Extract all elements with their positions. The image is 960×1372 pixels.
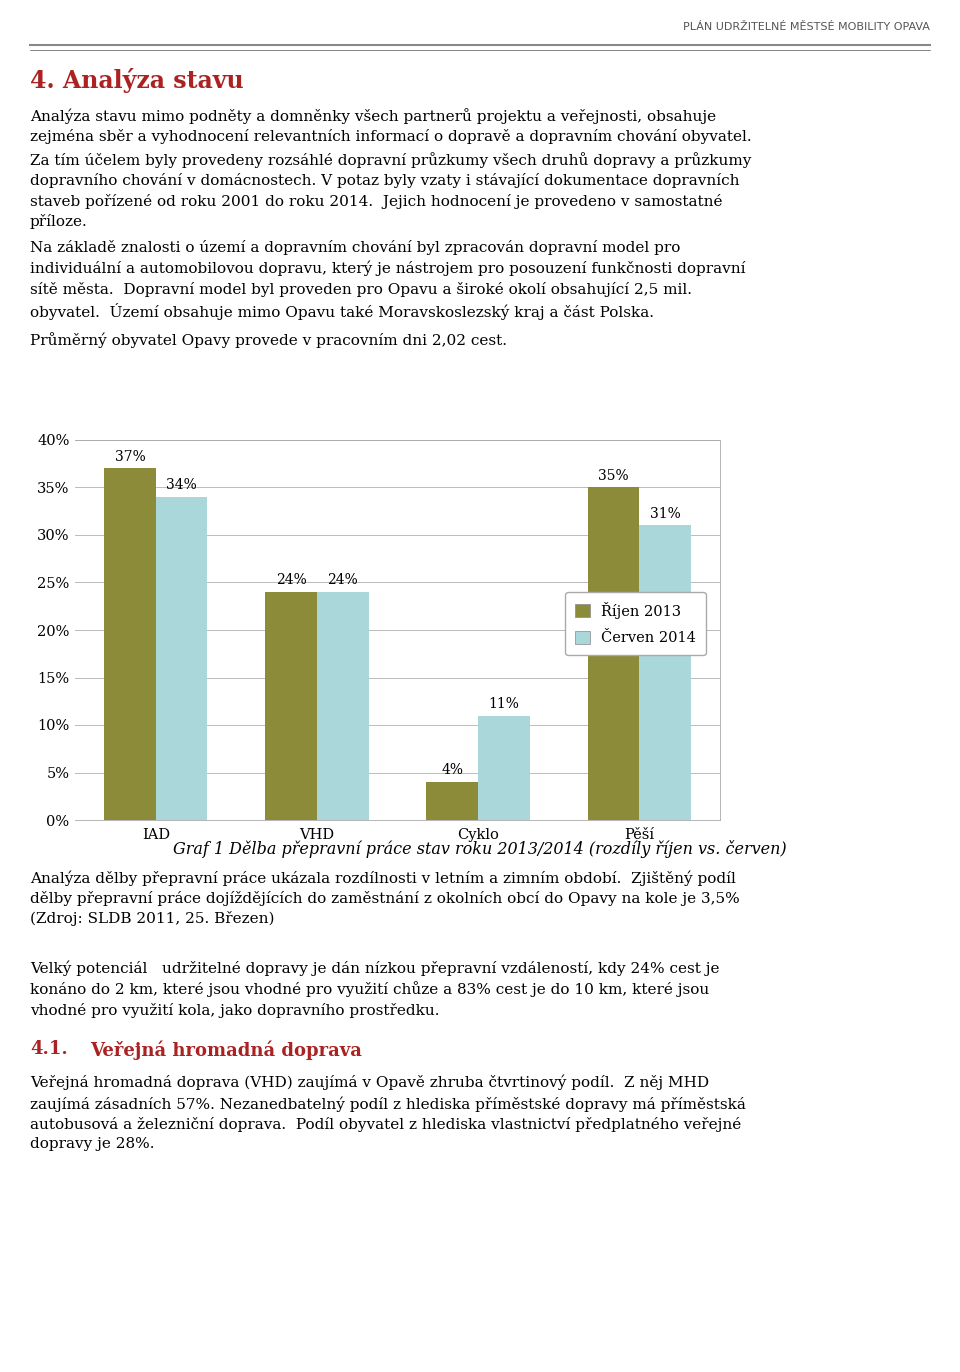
Text: Veřejná hromadná doprava: Veřejná hromadná doprava (90, 1040, 362, 1059)
Text: Analýza dělby přepravní práce ukázala rozdílnosti v letním a zimním období.  Zji: Analýza dělby přepravní práce ukázala ro… (30, 870, 740, 926)
Text: Analýza stavu mimo podněty a domněnky všech partnerů projektu a veřejnosti, obsa: Analýza stavu mimo podněty a domněnky vš… (30, 108, 752, 144)
Text: 35%: 35% (598, 469, 629, 483)
Text: 31%: 31% (650, 506, 681, 521)
Bar (426, 782, 478, 820)
Text: 4. Analýza stavu: 4. Analýza stavu (30, 69, 244, 93)
Text: Na základě znalosti o území a dopravním chování byl zpracován dopravní model pro: Na základě znalosti o území a dopravním … (30, 240, 746, 320)
Bar (105, 468, 156, 820)
Text: Veřejná hromadná doprava (VHD) zaujímá v Opavě zhruba čtvrtinový podíl.  Z něj M: Veřejná hromadná doprava (VHD) zaujímá v… (30, 1076, 746, 1151)
Text: 37%: 37% (114, 450, 146, 464)
Text: 5: 5 (904, 1325, 918, 1345)
Text: Velký potenciál   udržitelné dopravy je dán nízkou přepravní vzdáleností, kdy 24: Velký potenciál udržitelné dopravy je dá… (30, 960, 719, 1018)
Text: 4%: 4% (442, 763, 464, 778)
Bar (317, 591, 369, 820)
Text: Graf 1 Dělba přepravní práce stav roku 2013/2014 (rozdíly říjen vs. červen): Graf 1 Dělba přepravní práce stav roku 2… (173, 840, 787, 858)
Text: 24%: 24% (276, 573, 306, 587)
Text: 11%: 11% (489, 697, 519, 711)
Bar (265, 591, 317, 820)
Text: Průměrný obyvatel Opavy provede v pracovním dni 2,02 cest.: Průměrný obyvatel Opavy provede v pracov… (30, 332, 507, 348)
Text: 24%: 24% (327, 573, 358, 587)
Legend: Říjen 2013, Červen 2014: Říjen 2013, Červen 2014 (564, 591, 707, 656)
Bar (156, 497, 207, 820)
Bar (478, 716, 530, 820)
Bar (588, 487, 639, 820)
Bar (639, 525, 690, 820)
Text: PLÁN UDRŽITELNÉ MĚSTSÉ MOBILITY OPAVA: PLÁN UDRŽITELNÉ MĚSTSÉ MOBILITY OPAVA (684, 22, 930, 32)
Text: Za tím účelem byly provedeny rozsáhlé dopravní průzkumy všech druhů dopravy a pr: Za tím účelem byly provedeny rozsáhlé do… (30, 152, 752, 229)
Text: 4.1.: 4.1. (30, 1040, 68, 1058)
Text: 34%: 34% (166, 479, 197, 493)
